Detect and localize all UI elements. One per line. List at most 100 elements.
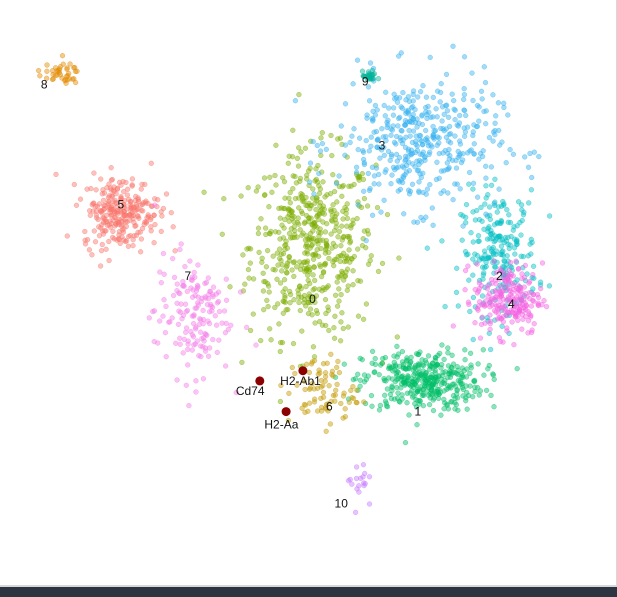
cell-point-cluster-3 <box>461 86 467 92</box>
cell-point-cluster-0 <box>332 213 338 220</box>
cell-point-cluster-1 <box>376 407 383 413</box>
cell-point-cluster-7 <box>163 303 169 310</box>
cell-point-cluster-2 <box>472 251 478 257</box>
cell-point-cluster-4 <box>519 326 525 332</box>
cell-point-cluster-3 <box>347 139 353 146</box>
cell-point-cluster-1 <box>455 407 461 413</box>
cell-point-cluster-3 <box>505 112 511 118</box>
cell-point-cluster-0 <box>304 176 310 182</box>
cell-point-cluster-0 <box>296 294 302 300</box>
cell-point-cluster-3 <box>471 141 477 147</box>
cell-point-cluster-3 <box>374 137 380 143</box>
cell-point-cluster-0 <box>264 247 271 254</box>
cell-point-cluster-0 <box>267 174 273 180</box>
cell-point-cluster-4 <box>504 309 510 315</box>
cell-point-cluster-5 <box>124 186 131 192</box>
cell-point-cluster-0 <box>277 348 283 355</box>
cell-point-cluster-4 <box>497 338 504 345</box>
cell-point-cluster-0 <box>310 272 316 278</box>
cell-point-cluster-5 <box>122 219 129 225</box>
cell-point-cluster-5 <box>129 182 135 188</box>
cell-point-cluster-3 <box>481 64 487 70</box>
cell-point-cluster-1 <box>389 387 395 394</box>
cell-point-cluster-1 <box>451 381 457 387</box>
cell-point-cluster-1 <box>430 407 437 414</box>
cell-point-cluster-3 <box>361 161 368 168</box>
cell-point-cluster-2 <box>505 241 511 248</box>
cell-point-cluster-3 <box>436 135 442 141</box>
cell-point-cluster-5 <box>123 212 130 219</box>
cell-point-cluster-0 <box>324 243 330 249</box>
cell-point-cluster-1 <box>368 392 375 399</box>
cell-point-cluster-3 <box>369 164 376 170</box>
cell-point-cluster-7 <box>192 341 199 347</box>
cell-point-cluster-4 <box>497 291 503 297</box>
cell-point-cluster-5 <box>148 224 154 230</box>
cell-point-cluster-5 <box>110 187 117 193</box>
cell-point-cluster-3 <box>423 191 429 197</box>
cell-point-cluster-2 <box>487 212 493 219</box>
cell-point-cluster-0 <box>286 195 292 201</box>
cell-point-cluster-3 <box>366 148 372 154</box>
cell-point-cluster-3 <box>423 94 430 100</box>
cell-point-cluster-1 <box>417 349 423 355</box>
cell-point-cluster-5 <box>138 236 145 242</box>
cell-point-cluster-2 <box>487 216 493 223</box>
cell-point-cluster-0 <box>355 246 361 252</box>
cell-point-cluster-3 <box>364 115 370 121</box>
cell-point-cluster-5 <box>116 229 123 235</box>
cell-point-cluster-3 <box>445 138 452 144</box>
cell-point-cluster-1 <box>355 371 361 377</box>
cell-point-cluster-2 <box>528 187 535 193</box>
cell-point-cluster-4 <box>462 267 469 274</box>
cell-point-cluster-3 <box>443 103 449 109</box>
cell-point-cluster-1 <box>425 384 432 391</box>
cell-point-cluster-0 <box>305 310 312 317</box>
cell-point-cluster-0 <box>309 242 315 249</box>
cell-point-cluster-5 <box>117 240 123 247</box>
cell-point-cluster-1 <box>404 378 411 384</box>
cell-point-cluster-6 <box>318 377 324 384</box>
cell-point-cluster-5 <box>172 248 178 254</box>
cell-point-cluster-7 <box>177 246 183 253</box>
cell-point-cluster-4 <box>531 321 537 327</box>
cell-point-cluster-2 <box>442 303 448 310</box>
cell-point-cluster-6 <box>309 359 315 365</box>
cell-point-cluster-0 <box>245 185 251 191</box>
cell-point-cluster-3 <box>416 132 423 139</box>
cell-point-cluster-3 <box>483 211 489 217</box>
cell-point-cluster-0 <box>275 301 281 307</box>
cell-point-cluster-1 <box>462 357 468 363</box>
gene-markers-layer: Cd74 H2-Ab1 H2-Aa <box>236 366 321 431</box>
cell-point-cluster-2 <box>482 252 488 258</box>
cell-point-cluster-7 <box>223 276 229 282</box>
cell-point-cluster-3 <box>361 188 367 194</box>
cell-point-cluster-2 <box>520 212 527 218</box>
cell-point-cluster-5 <box>113 221 119 227</box>
gene-marker-cd74 <box>255 376 265 386</box>
cell-point-cluster-3 <box>310 138 316 145</box>
cell-point-cluster-7 <box>210 294 216 300</box>
cell-point-cluster-3 <box>412 149 419 156</box>
cell-point-cluster-7 <box>174 377 180 383</box>
gene-marker-h2-ab1 <box>298 366 308 376</box>
cell-point-cluster-1 <box>377 362 384 368</box>
cell-point-cluster-4 <box>501 272 507 278</box>
cell-point-cluster-10 <box>366 474 373 480</box>
cell-point-cluster-0 <box>287 291 294 298</box>
cell-point-cluster-3 <box>414 219 421 225</box>
cell-point-cluster-1 <box>472 388 478 395</box>
cell-point-cluster-2 <box>505 258 511 264</box>
cell-point-cluster-6 <box>323 428 329 434</box>
cell-point-cluster-1 <box>361 372 368 378</box>
cell-point-cluster-0 <box>297 175 304 182</box>
cell-point-cluster-0 <box>339 223 345 229</box>
cell-point-cluster-3 <box>409 139 416 146</box>
cell-point-cluster-0 <box>311 295 317 301</box>
cell-point-cluster-1 <box>433 378 440 385</box>
cell-point-cluster-0 <box>317 226 323 232</box>
cell-point-cluster-5 <box>123 223 129 230</box>
cell-point-cluster-1 <box>491 376 497 383</box>
cell-point-cluster-3 <box>416 120 422 126</box>
cell-point-cluster-3 <box>434 159 440 165</box>
